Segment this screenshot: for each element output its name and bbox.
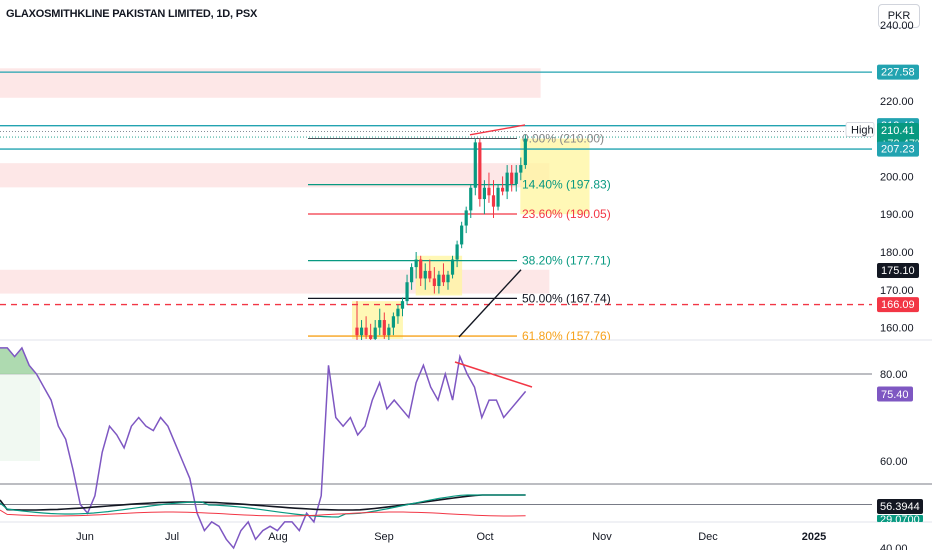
candle-body: [523, 138, 527, 166]
rsi-badge: [877, 386, 913, 402]
fib-level-label: 14.40% (197.83): [522, 178, 611, 192]
candle-body: [446, 274, 450, 283]
candle-body: [469, 187, 473, 211]
fib-level-label: 23.60% (190.05): [522, 207, 611, 221]
resistance-trendline: [469, 124, 526, 136]
candle-body: [505, 172, 509, 192]
candle-body: [441, 274, 446, 283]
price-axis-tick: 240.00: [880, 20, 914, 32]
candle-body: [482, 187, 486, 200]
macd-badge: [877, 515, 923, 522]
price-badge: [877, 297, 919, 313]
candle-body: [369, 335, 373, 339]
rsi-axis-tick: 40.00: [880, 543, 908, 550]
price-badge-text: 175.10: [881, 265, 915, 277]
macd-badge-text: 56.3944: [880, 501, 920, 513]
time-axis-tick: Aug: [268, 531, 288, 543]
macd-badge-text: 29.0700: [880, 514, 920, 526]
candle-body: [432, 278, 436, 287]
price-badge-text: 227.58: [881, 67, 915, 79]
time-axis-tick: 2025: [802, 531, 826, 543]
price-badge: [877, 141, 919, 157]
rsi-divergence-line: [454, 361, 533, 388]
time-axis-tick: Nov: [592, 531, 612, 543]
macd-line: [0, 494, 526, 511]
candle-body: [496, 187, 500, 207]
macd-signal-line: [0, 494, 526, 518]
candle-body: [400, 301, 405, 309]
candle-body: [391, 316, 395, 328]
candle-body: [437, 274, 441, 287]
candle-body: [501, 187, 505, 192]
candle-body: [460, 225, 464, 245]
candle-body: [387, 327, 391, 336]
price-badge: [877, 64, 919, 80]
supply-demand-zone: [0, 269, 550, 294]
candle-body: [487, 187, 491, 196]
rsi-axis-tick: 60.00: [880, 456, 908, 468]
rsi-overbought-fill: [0, 347, 44, 374]
time-axis-tick: Jul: [165, 531, 179, 543]
price-axis-tick: 180.00: [880, 247, 914, 259]
price-badge-text: 166.09: [881, 299, 915, 311]
high-label-box: [845, 122, 875, 137]
candle-body: [359, 327, 364, 336]
fib-level-label: 0.00% (210.00): [522, 132, 604, 146]
macd-histogram-line: [0, 509, 526, 517]
time-axis-tick: Sep: [374, 531, 394, 543]
candle-body: [464, 210, 468, 226]
price-badge-text: 207.23: [881, 144, 915, 156]
candle-body: [414, 259, 418, 268]
candle-body: [514, 172, 518, 184]
consolidation-box: [520, 138, 590, 215]
consolidation-box: [352, 301, 403, 339]
candle-body: [510, 172, 514, 184]
time-axis-tick: Oct: [476, 531, 493, 543]
macd-badge: [877, 499, 923, 514]
supply-demand-zone: [0, 68, 541, 98]
rsi-axis-tick: 80.00: [880, 369, 908, 381]
price-badge: [877, 263, 919, 279]
candle-body: [428, 270, 432, 279]
high-label: High: [851, 124, 874, 136]
candle-body: [378, 320, 382, 328]
candle-body: [450, 259, 455, 275]
candle-body: [364, 327, 368, 336]
candle-body: [419, 259, 423, 279]
price-badge-text: 210.41: [881, 125, 915, 137]
price-axis-tick: 220.00: [880, 96, 914, 108]
candle-body: [382, 320, 386, 336]
candle-body: [396, 308, 400, 317]
time-axis-tick: Jun: [76, 531, 94, 543]
candle-body: [491, 195, 496, 207]
candle-body: [355, 327, 359, 336]
time-axis-tick: Dec: [698, 531, 718, 543]
fib-level-label: 50.00% (167.74): [522, 291, 611, 305]
fib-level-label: 61.80% (157.76): [522, 329, 611, 343]
candle-body: [423, 270, 427, 279]
rsi-overbought-fill: [0, 374, 40, 461]
candle-body: [455, 244, 459, 260]
rsi-line: [0, 346, 527, 550]
price-axis-tick: 170.00: [880, 285, 914, 297]
candle-body: [373, 327, 377, 339]
candle-body: [473, 142, 477, 188]
price-axis-tick: 160.00: [880, 323, 914, 335]
fib-level-label: 38.20% (177.71): [522, 254, 611, 268]
rsi-badge-text: 75.40: [881, 389, 909, 401]
candle-body: [405, 282, 409, 302]
candle-body: [410, 267, 414, 283]
candle-body: [519, 165, 523, 173]
supply-demand-zone: [0, 163, 550, 188]
chart-title: GLAXOSMITHKLINE PAKISTAN LIMITED, 1D, PS…: [6, 8, 258, 20]
price-axis-tick: 200.00: [880, 171, 914, 183]
price-axis-tick: 190.00: [880, 209, 914, 221]
currency-button[interactable]: PKR: [878, 4, 920, 28]
candle-body: [478, 142, 482, 200]
support-trendline: [458, 269, 522, 338]
